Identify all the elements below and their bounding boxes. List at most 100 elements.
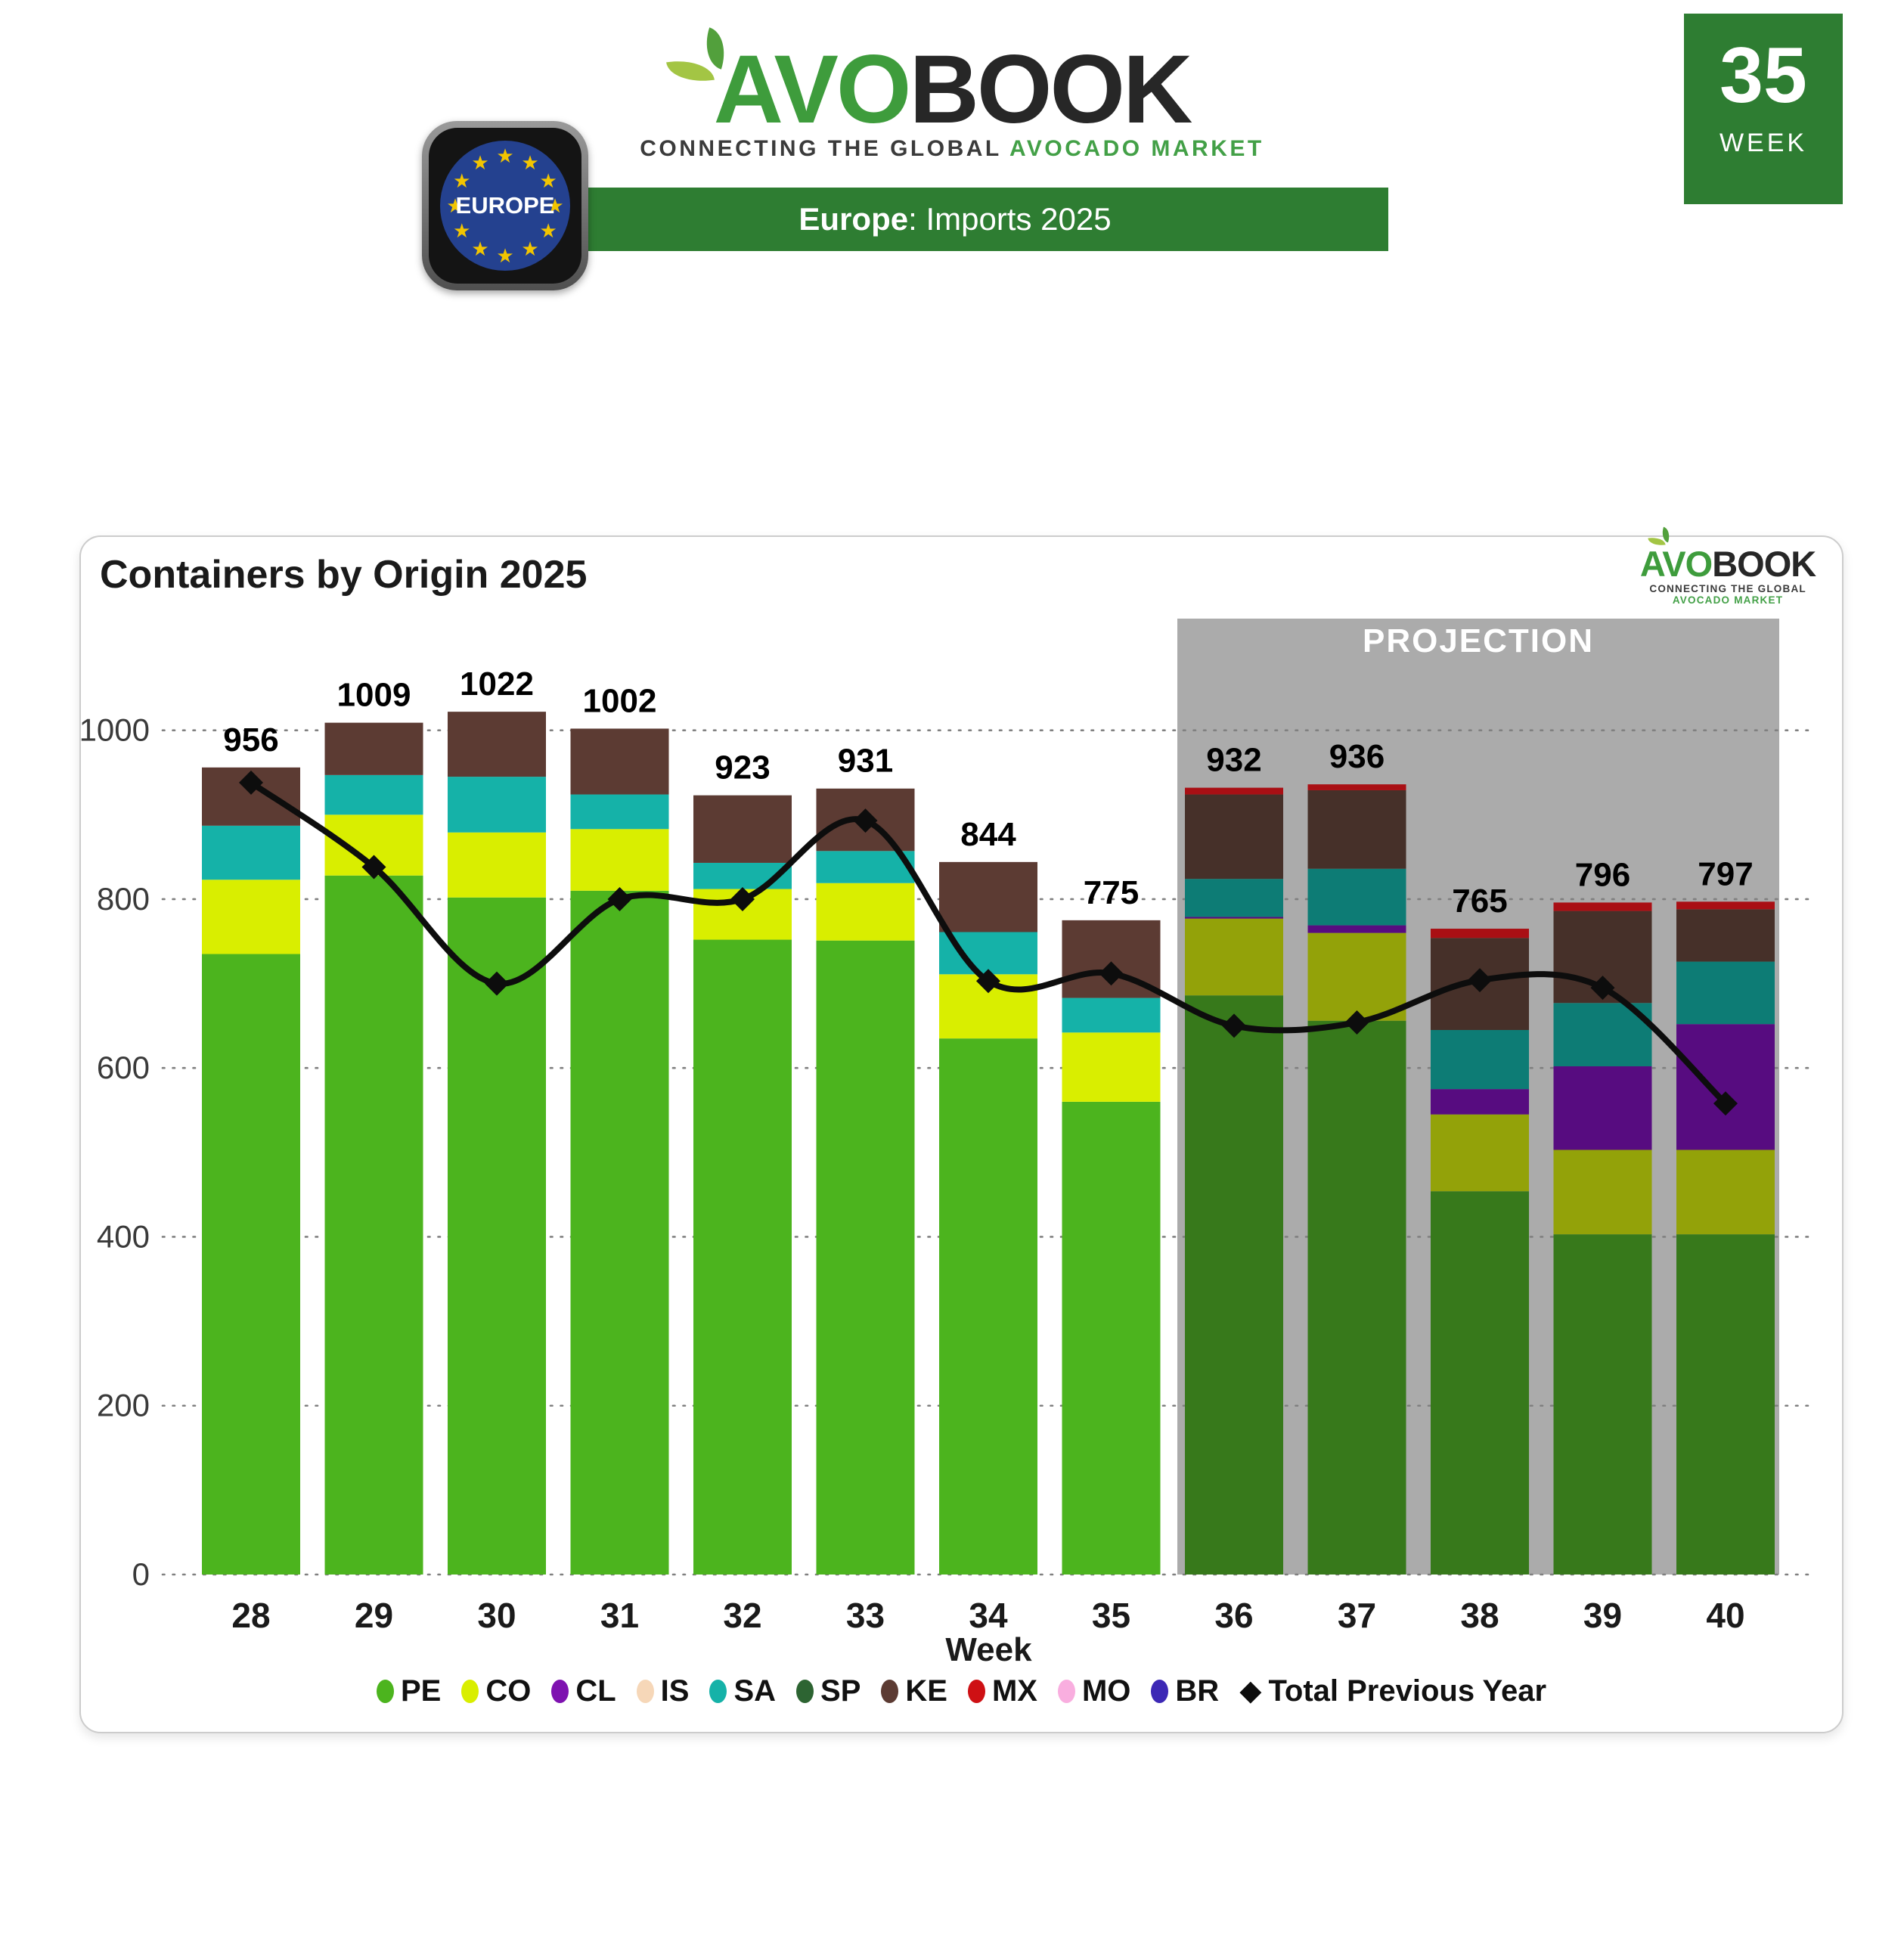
bar-total-label: 1022 bbox=[460, 666, 534, 703]
bar-segment-PE bbox=[939, 1038, 1037, 1575]
bar-segment-KE bbox=[693, 795, 792, 863]
eu-star-icon: ★ bbox=[471, 237, 489, 261]
bar-segment-PE bbox=[1185, 995, 1283, 1575]
prev-year-marker bbox=[1468, 968, 1492, 993]
bar-segment-CO bbox=[1431, 1114, 1529, 1192]
banner-region: Europe bbox=[799, 201, 909, 237]
bar-segment-CO bbox=[1307, 932, 1406, 1021]
legend-marker-BR bbox=[1151, 1679, 1169, 1703]
bar-segment-CO bbox=[1185, 918, 1283, 996]
bar-segment-CL bbox=[1676, 1024, 1775, 1150]
bar-segment-SA bbox=[1676, 961, 1775, 1025]
chart-title: Containers by Origin 2025 bbox=[100, 553, 588, 597]
x-tick-label: 29 bbox=[355, 1596, 393, 1635]
legend-label-BR: BR bbox=[1175, 1674, 1220, 1708]
bar-week-35 bbox=[1062, 920, 1161, 1575]
legend-label-SP: SP bbox=[820, 1674, 861, 1708]
bar-segment-MX bbox=[1431, 929, 1529, 939]
bar-segment-SA bbox=[1431, 1029, 1529, 1090]
bar-week-31 bbox=[570, 728, 669, 1575]
x-tick-label: 40 bbox=[1706, 1596, 1744, 1635]
logo-avo-text: AVO bbox=[713, 36, 912, 144]
bar-segment-CO bbox=[1676, 1150, 1775, 1235]
bar-total-label: 1009 bbox=[337, 677, 411, 714]
bar-segment-SA bbox=[1062, 997, 1161, 1033]
bar-total-label: 844 bbox=[960, 816, 1016, 853]
bar-week-29 bbox=[324, 722, 423, 1575]
legend-label-SA: SA bbox=[733, 1674, 777, 1708]
eu-flag-circle bbox=[440, 141, 570, 271]
prev-year-marker bbox=[361, 855, 386, 880]
legend-item-MO: MO bbox=[1057, 1674, 1131, 1708]
bar-week-28 bbox=[202, 767, 300, 1575]
eu-star-icon: ★ bbox=[496, 144, 514, 167]
prev-year-marker bbox=[1099, 961, 1124, 986]
bar-segment-MX bbox=[1553, 902, 1652, 911]
legend-item-MX: MX bbox=[967, 1674, 1037, 1708]
mini-logo-tagline-dark: CONNECTING THE GLOBAL bbox=[1649, 583, 1806, 594]
bar-segment-PE bbox=[1431, 1191, 1529, 1575]
bar-segment-CL bbox=[1185, 917, 1283, 919]
legend-label-PE: PE bbox=[400, 1674, 442, 1708]
mini-logo-book: BOOK bbox=[1712, 544, 1816, 584]
bar-week-38 bbox=[1431, 929, 1529, 1575]
bar-segment-SA bbox=[1307, 868, 1406, 926]
bar-segment-PE bbox=[816, 940, 915, 1575]
x-tick-label: 38 bbox=[1460, 1596, 1499, 1635]
legend-item-CO: CO bbox=[461, 1674, 531, 1708]
bar-segment-PE bbox=[448, 897, 546, 1575]
europe-badge-label: EUROPE bbox=[455, 192, 555, 219]
avobook-logo: AVOBOOK CONNECTING THE GLOBAL AVOCADO MA… bbox=[0, 39, 1904, 162]
bar-segment-KE bbox=[1185, 794, 1283, 880]
bar-total-label: 931 bbox=[838, 743, 893, 780]
europe-flag-badge: ★ ★ ★ ★ ★ ★ ★ ★ ★ ★ ★ ★ EUROPE bbox=[422, 121, 588, 290]
bar-segment-CO bbox=[1062, 1032, 1161, 1102]
bar-week-34 bbox=[939, 861, 1037, 1575]
mini-logo-avo: AVO bbox=[1639, 544, 1713, 584]
legend-marker-KE bbox=[881, 1679, 899, 1703]
bar-total-label: 932 bbox=[1206, 742, 1261, 779]
x-tick-label: 31 bbox=[600, 1596, 639, 1635]
bar-segment-PE bbox=[202, 954, 300, 1575]
x-tick-label: 30 bbox=[477, 1596, 516, 1635]
eu-star-icon: ★ bbox=[471, 150, 489, 174]
bar-segment-CO bbox=[202, 880, 300, 954]
bar-segment-CO bbox=[448, 832, 546, 898]
legend-label-CO: CO bbox=[485, 1674, 532, 1708]
bar-total-label: 796 bbox=[1575, 856, 1630, 893]
bar-total-label: 797 bbox=[1698, 855, 1753, 892]
legend-marker-SA bbox=[709, 1679, 727, 1703]
bar-segment-PE bbox=[1062, 1101, 1161, 1575]
eu-star-icon: ★ bbox=[521, 150, 539, 174]
x-tick-label: 33 bbox=[846, 1596, 885, 1635]
legend-marker-SP bbox=[796, 1679, 814, 1703]
legend-item-prev-year: ◆ Total Previous Year bbox=[1239, 1674, 1546, 1708]
bar-total-label: 1002 bbox=[583, 682, 657, 719]
eu-star-icon: ★ bbox=[446, 194, 464, 217]
bar-week-39 bbox=[1553, 902, 1652, 1575]
bar-segment-SA bbox=[816, 851, 915, 883]
legend-label-MO: MO bbox=[1081, 1674, 1131, 1708]
mini-logo-tagline-green: AVOCADO MARKET bbox=[1672, 594, 1784, 606]
eu-star-icon: ★ bbox=[453, 169, 471, 192]
logo-tagline-dark: CONNECTING THE GLOBAL bbox=[640, 136, 1002, 162]
bar-segment-MX bbox=[1185, 787, 1283, 795]
legend-marker-MX bbox=[967, 1679, 985, 1703]
prev-year-marker bbox=[607, 886, 632, 911]
prev-year-marker bbox=[1344, 1010, 1369, 1035]
bar-week-33 bbox=[816, 788, 915, 1575]
bar-segment-PE bbox=[324, 875, 423, 1575]
legend-item-SP: SP bbox=[796, 1674, 861, 1708]
chart-legend: PE CO CL IS SA SP KE MX MO BR ◆ Total Previous Year bbox=[79, 1667, 1844, 1715]
x-tick-label: 36 bbox=[1214, 1596, 1253, 1635]
bar-week-37 bbox=[1307, 784, 1406, 1575]
y-tick-label: 800 bbox=[97, 881, 150, 917]
eu-star-icon: ★ bbox=[539, 219, 557, 242]
bar-segment-PE bbox=[693, 939, 792, 1575]
legend-label-prev-year: Total Previous Year bbox=[1268, 1674, 1547, 1708]
prev-year-marker bbox=[853, 808, 878, 833]
bar-segment-KE bbox=[939, 861, 1037, 932]
bar-segment-SA bbox=[324, 774, 423, 815]
x-tick-label: 37 bbox=[1338, 1596, 1376, 1635]
